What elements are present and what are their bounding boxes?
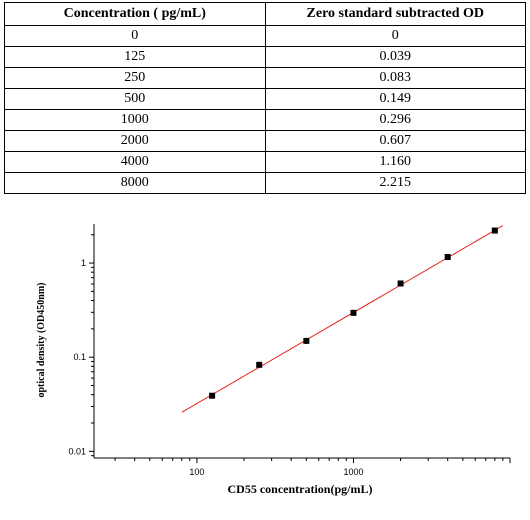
- cell-concentration: 250: [4, 67, 266, 89]
- data-point: [256, 361, 263, 368]
- cell-concentration: 125: [4, 46, 266, 68]
- standard-table: Concentration ( pg/mL) Zero standard sub…: [4, 2, 526, 194]
- cell-concentration: 2000: [4, 130, 266, 152]
- table-row: 4000 1.160: [4, 151, 526, 173]
- fit-line: [181, 225, 504, 413]
- data-point: [350, 309, 357, 316]
- cell-od: 0.296: [264, 109, 526, 131]
- x-axis-label: CD55 concentration(pg/mL): [228, 482, 373, 496]
- data-point: [397, 280, 404, 287]
- data-points: [209, 227, 498, 399]
- table-row: 8000 2.215: [4, 172, 526, 194]
- x-tick-label: 100: [189, 467, 204, 477]
- y-axis-label: optical density (OD450nm): [36, 283, 47, 398]
- standard-curve-chart: 100 1000 0.01 0.1 1 CD55 concentration(pg/mL…: [36, 224, 511, 496]
- cell-concentration: 1000: [4, 109, 266, 131]
- table-row: 125 0.039: [4, 46, 526, 68]
- table-row: 1000 0.296: [4, 109, 526, 131]
- fit-line-group: [181, 225, 504, 413]
- cell-od: 0.083: [264, 67, 526, 89]
- data-point: [209, 392, 216, 399]
- table-row: 2000 0.607: [4, 130, 526, 152]
- cell-od: 0.039: [264, 46, 526, 68]
- table-row: 500 0.149: [4, 88, 526, 110]
- y-tick-label: 0.01: [68, 446, 86, 456]
- cell-concentration: 4000: [4, 151, 266, 173]
- axes: 100 1000 0.01 0.1 1: [68, 224, 511, 477]
- cell-concentration: 8000: [4, 172, 266, 194]
- cell-od: 2.215: [264, 172, 526, 194]
- cell-od: 0: [264, 25, 526, 47]
- data-point: [444, 253, 451, 260]
- cell-od: 1.160: [264, 151, 526, 173]
- x-tick-label: 1000: [343, 467, 363, 477]
- cell-concentration: 0: [4, 25, 266, 47]
- data-point: [303, 337, 310, 344]
- cell-od: 0.607: [264, 130, 526, 152]
- data-point: [491, 227, 498, 234]
- table-header-row: Concentration ( pg/mL) Zero standard sub…: [4, 2, 526, 26]
- y-tick-label: 1: [81, 258, 86, 268]
- header-od: Zero standard subtracted OD: [264, 2, 526, 26]
- cell-od: 0.149: [264, 88, 526, 110]
- table-row: 250 0.083: [4, 67, 526, 89]
- y-tick-label: 0.1: [73, 352, 86, 362]
- cell-concentration: 500: [4, 88, 266, 110]
- header-concentration: Concentration ( pg/mL): [4, 2, 266, 26]
